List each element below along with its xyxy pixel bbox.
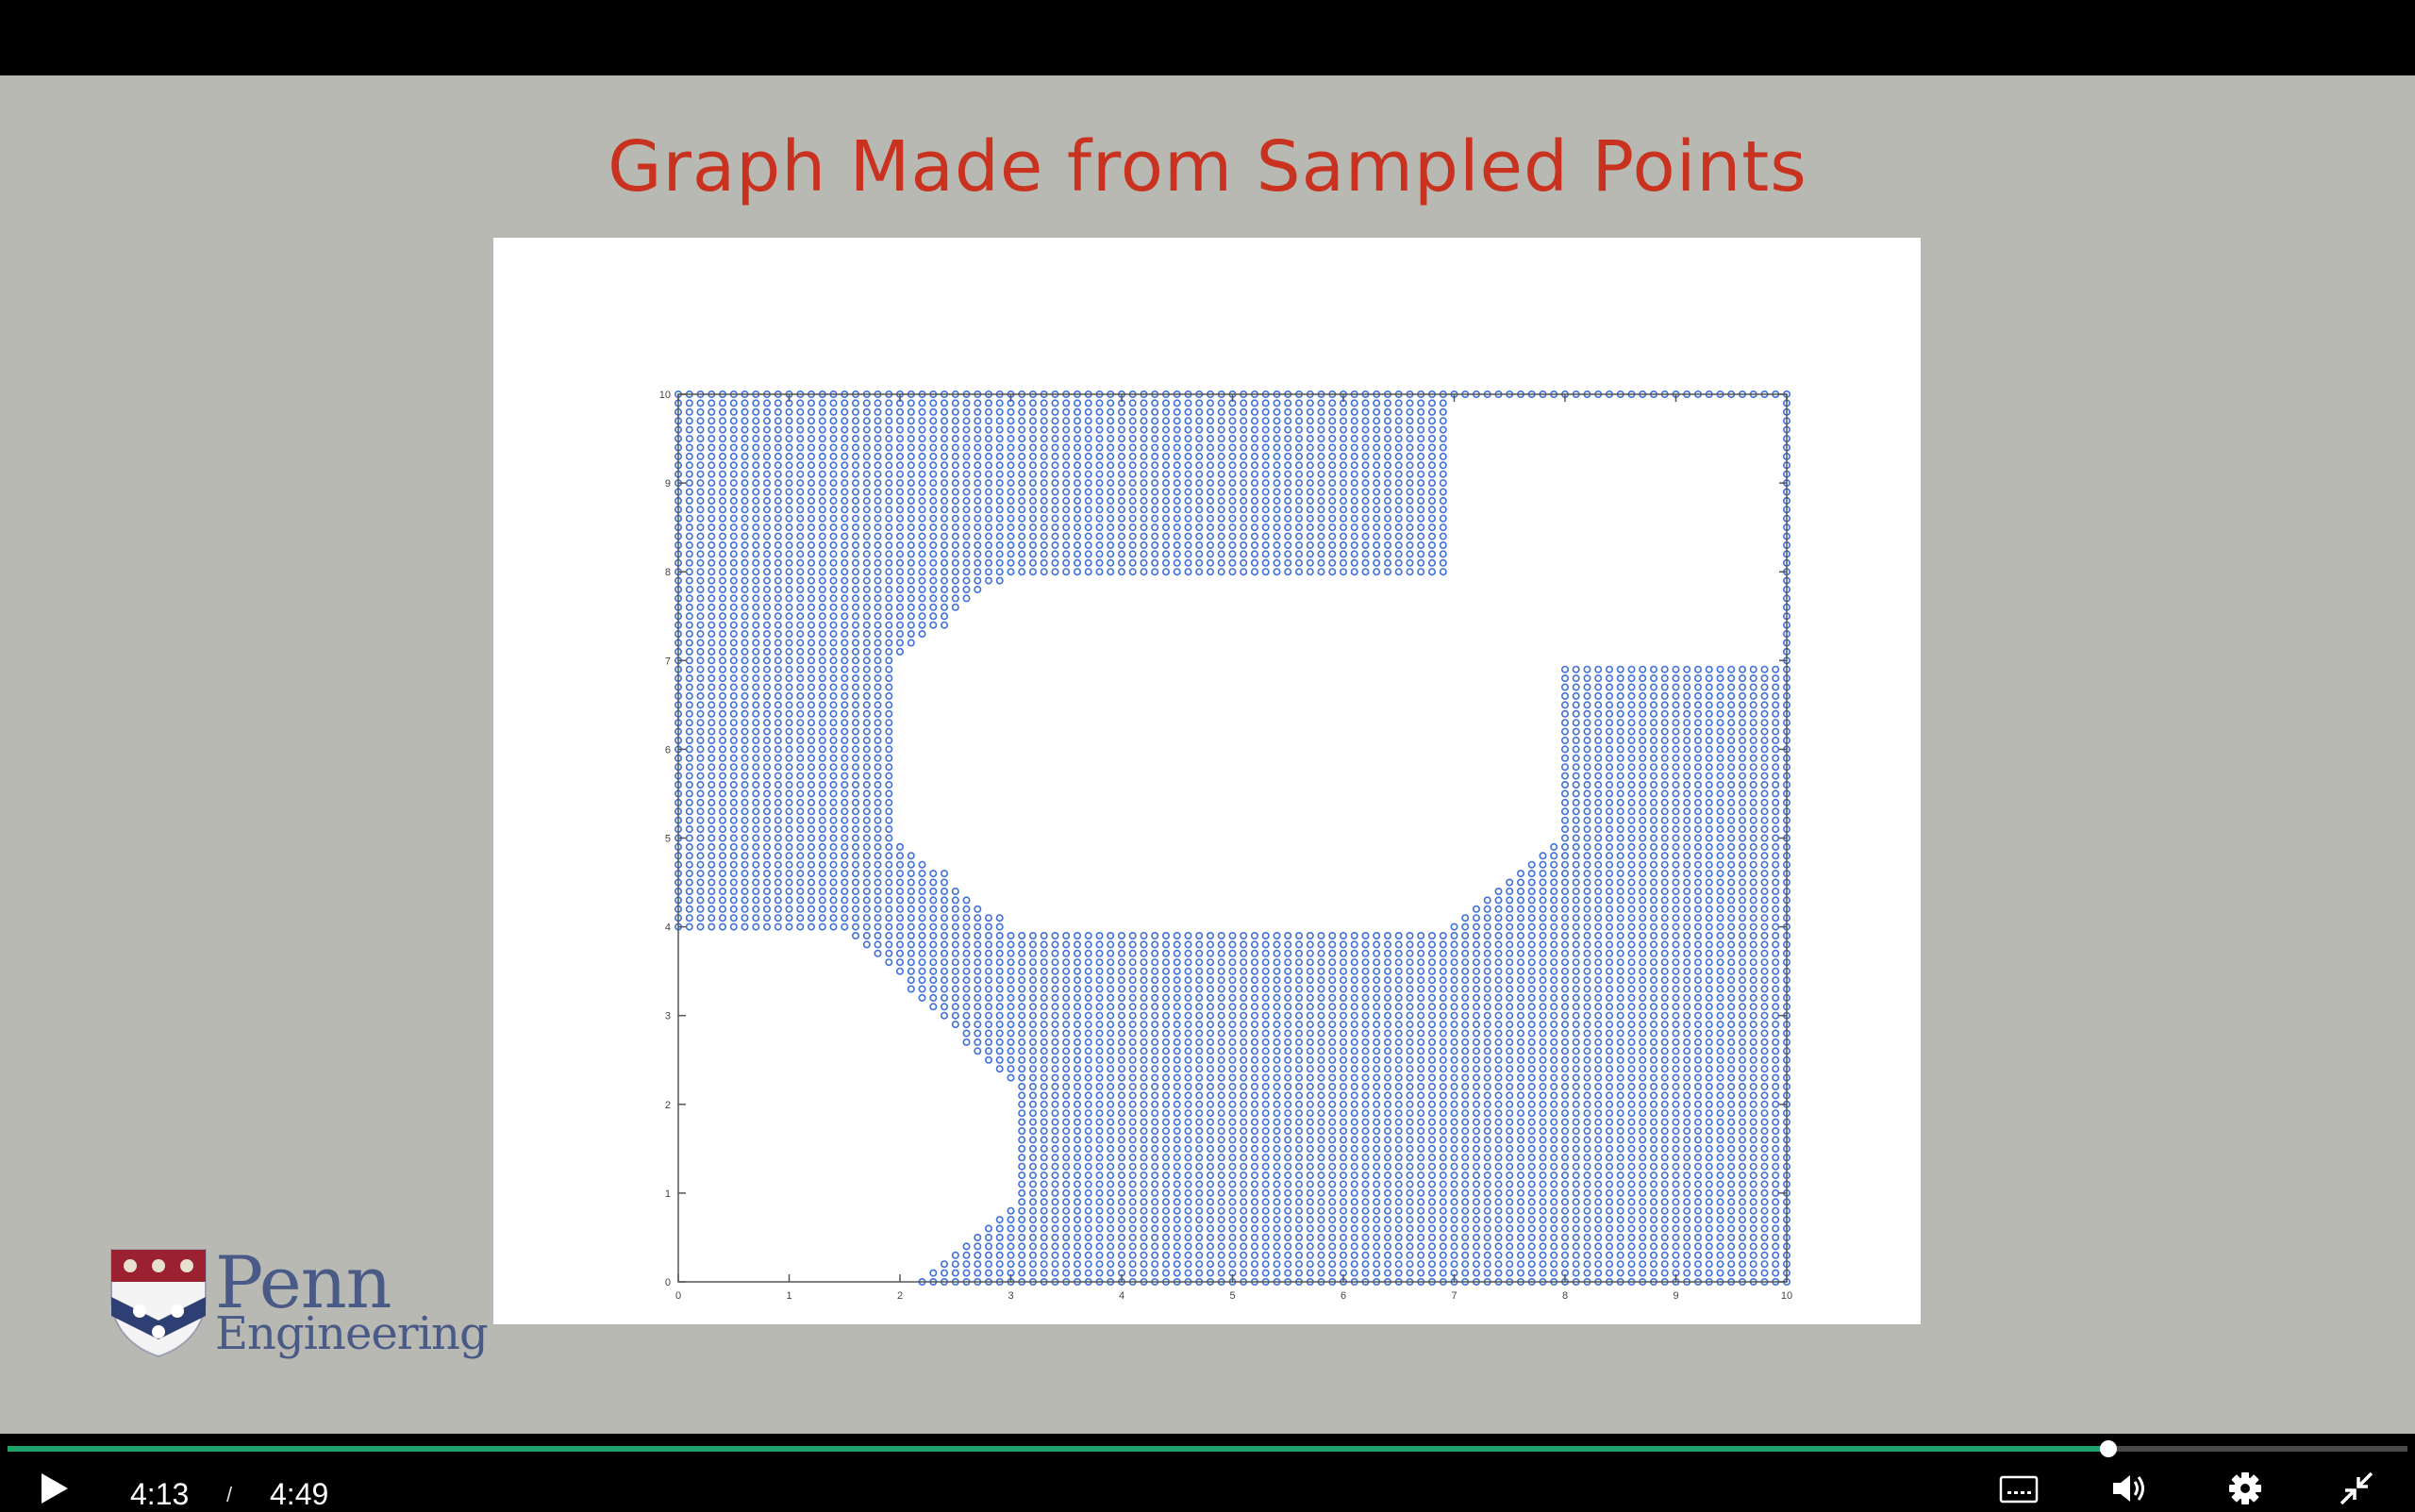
sample-points xyxy=(675,390,1791,1286)
slide: Graph Made from Sampled Points 0 1 2 3 4 5 6 7 8… xyxy=(0,75,2415,1434)
y-tick-label: 8 xyxy=(665,567,671,578)
logo-engineering-text: Engineering xyxy=(215,1307,489,1360)
progress-bar[interactable] xyxy=(8,1440,2407,1457)
total-time: 4:49 xyxy=(270,1477,329,1511)
y-tick-label: 9 xyxy=(665,478,671,490)
y-tick-label: 5 xyxy=(665,834,671,845)
progress-fill xyxy=(8,1446,2109,1452)
current-time: 4:13 xyxy=(130,1477,190,1511)
y-tick-label: 4 xyxy=(665,922,671,934)
x-tick-label: 2 xyxy=(897,1290,903,1302)
x-tick-label: 6 xyxy=(1341,1290,1346,1302)
progress-handle[interactable] xyxy=(2100,1440,2118,1457)
x-tick-label: 10 xyxy=(1781,1290,1792,1302)
axes-box xyxy=(677,393,1788,1283)
settings-button[interactable] xyxy=(2224,1470,2266,1507)
captions-button[interactable] xyxy=(1998,1470,2040,1507)
y-tick-label: 3 xyxy=(665,1011,671,1022)
x-tick-label: 7 xyxy=(1451,1290,1457,1302)
x-tick-label: 0 xyxy=(675,1290,681,1302)
volume-button[interactable] xyxy=(2109,1470,2151,1507)
video-controls: 4:13 / 4:49 xyxy=(0,1434,2415,1511)
figure-panel: 0 1 2 3 4 5 6 7 8 9 10 0 1 2 3 4 5 6 7 8 9 10 xyxy=(493,238,1921,1324)
play-icon xyxy=(42,1473,68,1504)
x-tick-label: 8 xyxy=(1562,1290,1568,1302)
y-tick-label: 1 xyxy=(665,1188,671,1200)
y-tick-label: 7 xyxy=(665,656,671,667)
y-tick-label: 10 xyxy=(659,390,671,401)
x-tick-label: 4 xyxy=(1119,1290,1124,1302)
y-tick-label: 0 xyxy=(665,1277,671,1288)
sample-point-markers xyxy=(675,390,1791,1286)
exit-fullscreen-icon xyxy=(2340,1471,2373,1505)
captions-icon xyxy=(1999,1475,2039,1504)
slide-title: Graph Made from Sampled Points xyxy=(608,126,1807,208)
x-tick-label: 9 xyxy=(1673,1290,1678,1302)
x-tick-label: 5 xyxy=(1229,1290,1235,1302)
top-bar xyxy=(0,0,2415,75)
penn-shield-icon xyxy=(110,1249,207,1358)
scatter-plot: 0 1 2 3 4 5 6 7 8 9 10 0 1 2 3 4 5 6 7 8 9 10 xyxy=(659,390,1792,1302)
y-tick-label: 6 xyxy=(665,744,671,756)
volume-icon xyxy=(2113,1475,2144,1502)
logo-penn-text: Penn xyxy=(215,1240,392,1324)
x-tick-label: 1 xyxy=(786,1290,791,1302)
y-tick-label: 2 xyxy=(665,1100,671,1111)
penn-engineering-logo: Penn Engineering xyxy=(107,1240,489,1377)
exit-fullscreen-button[interactable] xyxy=(2336,1470,2377,1507)
gear-icon xyxy=(2229,1472,2261,1504)
x-tick-label: 3 xyxy=(1008,1290,1013,1302)
time-separator: / xyxy=(226,1483,233,1506)
play-button[interactable] xyxy=(36,1470,74,1507)
